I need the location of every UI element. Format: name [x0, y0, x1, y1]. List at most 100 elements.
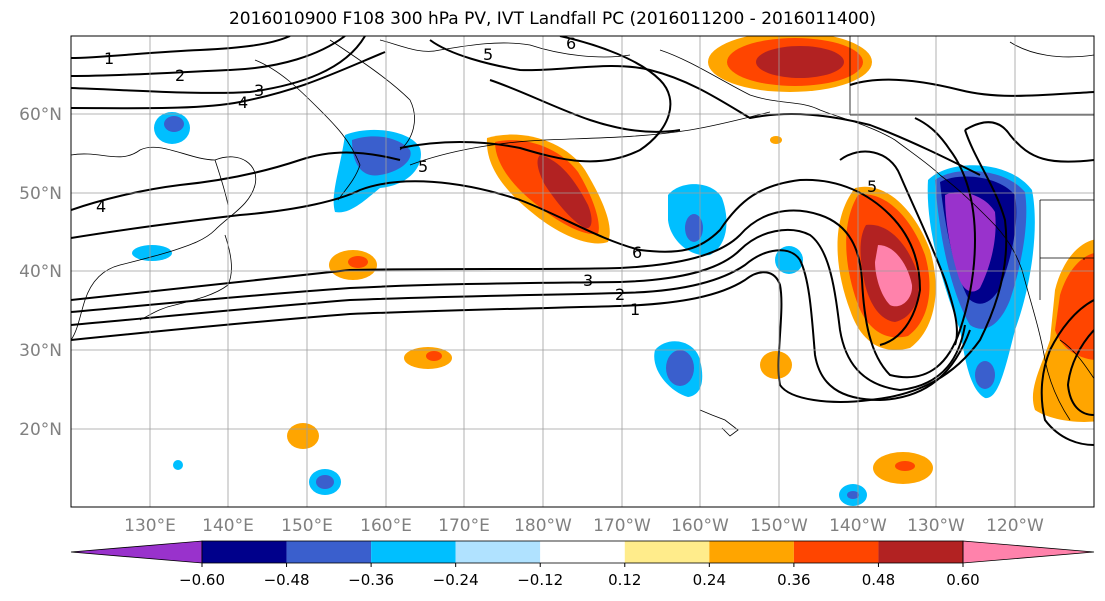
colorbar-tick-label: −0.12: [517, 571, 563, 589]
colorbar-segment: [371, 541, 456, 563]
colorbar-segment: [540, 541, 625, 563]
colorbar-tick-label: −0.48: [264, 571, 310, 589]
coastline-bc: [939, 174, 1071, 421]
shade-patch: [760, 351, 792, 379]
lat-tick-label: 40°N: [19, 262, 62, 282]
pv-contour-2: [71, 36, 346, 77]
pv-contour-4: [71, 51, 386, 110]
coastline-aleutians: [409, 111, 771, 166]
contour-label: 2: [615, 285, 625, 304]
lat-tick-label: 30°N: [19, 341, 62, 361]
pv-contour-right: [1040, 299, 1094, 446]
pv-contour-inner: [839, 150, 958, 346]
pv-contour-2b: [71, 249, 971, 402]
pv-contour-4b: [71, 151, 401, 211]
pv-contour-6b: [71, 178, 922, 346]
colorbar-tick-label: −0.60: [179, 571, 225, 589]
pv-contour-3b: [71, 229, 966, 392]
colorbar-tick-label: 0.60: [946, 571, 979, 589]
lat-tick-label: 50°N: [19, 184, 62, 204]
lon-tick-label: 130°E: [124, 516, 176, 536]
pv-contour-alaska: [849, 78, 1094, 97]
plot-frame: [70, 35, 1095, 508]
contour-label: 5: [483, 45, 493, 64]
pv-contour-loop: [489, 79, 681, 133]
coastline-asia: [71, 146, 257, 341]
shade-patch: [132, 245, 172, 261]
shade-patch: [537, 155, 592, 229]
colorbar-segment: [624, 541, 710, 563]
lon-tick-label: 170°W: [593, 516, 651, 536]
shade-patch: [975, 361, 995, 389]
shade-patch: [847, 491, 859, 499]
contour-label: 2: [175, 66, 185, 85]
coastline-mexico: [1059, 339, 1094, 380]
lon-tick-label: 160°W: [671, 516, 729, 536]
lon-tick-label: 140°W: [829, 516, 887, 536]
pv-contour-right2: [1066, 329, 1094, 416]
colorbar-tick-label: 0.12: [608, 571, 641, 589]
contour-label: 5: [418, 157, 428, 176]
coastline-kamchatka: [254, 59, 361, 201]
colorbar-extend-high: [962, 540, 1095, 564]
lat-tick-label: 20°N: [19, 420, 62, 440]
shade-patch: [666, 350, 694, 386]
shade-patch: [770, 136, 782, 144]
shade-patch: [756, 46, 844, 78]
lon-tick-label: 130°W: [907, 516, 965, 536]
colorbar: −0.60 −0.48 −0.36 −0.24 −0.12 0.12 0.24 0.36 0.4…: [70, 540, 1095, 589]
contour-label: 5: [867, 177, 877, 196]
coastline-japan: [139, 234, 232, 321]
contour-label: 1: [104, 49, 114, 68]
colorbar-segment: [286, 541, 372, 563]
colorbar-tick-label: −0.36: [348, 571, 394, 589]
shade-patch: [895, 461, 915, 471]
lon-tick-label: 170°E: [438, 516, 490, 536]
pv-contour-5: [429, 39, 981, 176]
colorbar-tick-label: 0.24: [693, 571, 726, 589]
longitude-labels: 130°E 140°E 150°E 160°E 170°E 180°W 170°…: [124, 516, 1044, 536]
shade-patch: [316, 475, 334, 489]
colorbar-segment: [202, 541, 287, 563]
lon-tick-label: 150°W: [750, 516, 808, 536]
colorbar-tick-label: 0.36: [777, 571, 810, 589]
pv-contour-6: [399, 36, 672, 163]
shade-patch: [945, 192, 996, 292]
colorbar-tick-label: −0.24: [433, 571, 479, 589]
contour-label: 3: [583, 271, 593, 290]
coastline-westcoast: [1009, 41, 1094, 58]
coastline-alaska: [659, 49, 941, 176]
shade-patch: [164, 116, 184, 132]
coastline-sakhalin: [214, 159, 229, 206]
pv-contour-ridge: [71, 117, 977, 379]
colorbar-extend-low: [70, 540, 203, 564]
coastline-arctic: [379, 39, 631, 58]
colorbar-segment: [709, 541, 794, 563]
shade-patch: [287, 423, 319, 449]
lon-tick-label: 140°E: [202, 516, 254, 536]
figure-title: 2016010900 F108 300 hPa PV, IVT Landfall…: [228, 9, 876, 29]
shade-patch: [875, 245, 913, 307]
contour-label: 6: [566, 34, 576, 53]
shade-patch: [775, 246, 803, 274]
colorbar-segment: [793, 541, 879, 563]
shade-patch: [426, 351, 442, 361]
contour-labels: 1 2 3 4 4 5 5 5 6 6 3 2 1: [96, 34, 877, 319]
pv-contour-3: [71, 36, 366, 94]
shade-patch: [173, 460, 183, 470]
island-hawaii: [699, 409, 739, 437]
colorbar-outline: [201, 540, 964, 564]
lon-tick-label: 160°E: [360, 516, 412, 536]
colorbar-tick-label: 0.48: [862, 571, 895, 589]
shade-patch: [348, 256, 368, 268]
contour-label: 1: [630, 300, 640, 319]
coastline-okhotsk: [329, 39, 415, 151]
colorbar-segment: [878, 541, 963, 563]
coastlines: [71, 36, 1094, 437]
contour-label: 4: [96, 197, 106, 216]
shade-patch: [685, 214, 703, 242]
colorbar-segment: [455, 541, 541, 563]
shade-patch: [1055, 252, 1094, 360]
lon-tick-label: 180°W: [514, 516, 572, 536]
